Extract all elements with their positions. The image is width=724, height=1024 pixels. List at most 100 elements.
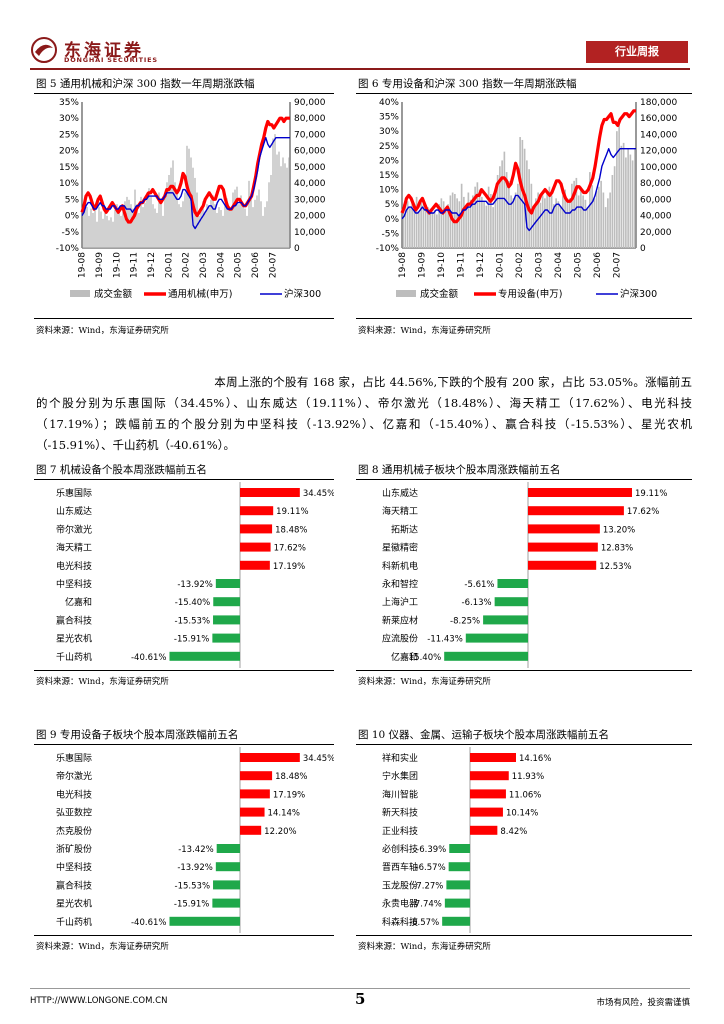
left-tick-label: -10% [56, 244, 80, 254]
volume-bar [487, 186, 490, 248]
bar-value-label: 12.53% [599, 562, 631, 572]
volume-bar [598, 186, 600, 248]
volume-bar [260, 201, 262, 248]
volume-bar [168, 175, 170, 248]
volume-bar [571, 183, 573, 248]
volume-bar [445, 208, 447, 248]
left-tick-label: 5% [65, 195, 80, 205]
left-tick-label: 10% [59, 179, 79, 189]
volume-bar [494, 189, 497, 248]
right-tick-label: 60,000 [294, 147, 326, 157]
volume-bar [510, 195, 512, 248]
volume-bar [154, 208, 156, 248]
volume-bar [519, 137, 521, 248]
figure-5-source: 资料来源：Wind，东海证券研究所 [36, 326, 169, 336]
volume-bar [266, 201, 268, 248]
volume-bar [505, 172, 508, 248]
bar-category-label: 永和智控 [382, 578, 418, 590]
volume-bar [252, 207, 254, 248]
volume-bar [174, 182, 176, 248]
bar-category-label: 电光科技 [56, 560, 92, 572]
x-tick-label: 20-03 [534, 252, 544, 278]
figure-bottom-rule [356, 670, 692, 671]
volume-bar [476, 182, 479, 248]
volume-bar [544, 198, 546, 248]
x-tick-label: 19-11 [130, 252, 140, 278]
volume-bar [604, 207, 607, 248]
volume-bar [224, 204, 226, 248]
bar-category-label: 浙矿股份 [56, 843, 92, 855]
bar-category-label: 海天精工 [382, 505, 418, 517]
right-tick-label: 10,000 [294, 228, 326, 238]
x-tick-label: 20-04 [216, 252, 226, 278]
bar-category-label: 杰克股份 [56, 825, 92, 837]
bar-category-label: 正业科技 [382, 825, 418, 837]
volume-bar [591, 185, 593, 248]
volume-bar [282, 157, 284, 248]
volume-bar [200, 207, 202, 248]
right-tick-label: 20,000 [294, 212, 326, 222]
bar-gain [240, 771, 273, 781]
bar-gain [470, 753, 516, 762]
volume-bar [104, 212, 106, 248]
volume-bar [188, 148, 190, 248]
volume-bar [530, 183, 533, 248]
bar-loss [213, 597, 240, 607]
brand-logo: 东海证券 DONGHAI SECURITIES [30, 36, 230, 68]
x-tick-label: 20-06 [251, 252, 261, 278]
bar-category-label: 必创科技 [382, 843, 418, 855]
volume-bar [122, 211, 124, 248]
volume-bar [465, 205, 467, 248]
bar-category-label: 弘亚数控 [56, 807, 92, 819]
volume-bar [146, 192, 148, 248]
footer-url[interactable]: HTTP://WWW.LONGONE.COM.CN [30, 996, 168, 1006]
bar-category-label: 海川智能 [382, 788, 418, 800]
bar-loss [494, 597, 528, 607]
volume-bar [140, 196, 142, 248]
bar-gain [470, 789, 506, 799]
volume-bar [116, 204, 118, 248]
left-tick-label: -10% [376, 244, 400, 254]
report-type-badge: 行业周报 [586, 41, 688, 63]
volume-bar [94, 204, 96, 248]
x-tick-label: 20-04 [554, 252, 564, 278]
volume-bar [532, 207, 535, 248]
bar-loss [444, 651, 528, 661]
bar-gain [240, 506, 274, 516]
bar-value-label: -15.53% [175, 881, 210, 891]
volume-bar [204, 211, 206, 248]
volume-bar [178, 204, 180, 248]
footer-divider [30, 988, 690, 989]
left-tick-label: 25% [59, 130, 79, 140]
volume-bar [467, 192, 470, 248]
volume-bar [420, 199, 422, 248]
volume-bar [226, 198, 228, 248]
bar-value-label: -40.61% [131, 653, 166, 663]
volume-bar [130, 204, 132, 248]
volume-bar [84, 205, 86, 248]
bar-value-label: 11.06% [509, 790, 541, 800]
bar-category-label: 新天科技 [382, 807, 418, 819]
bar-value-label: -7.74% [412, 900, 442, 910]
volume-bar [607, 198, 609, 248]
volume-bar [559, 207, 562, 248]
right-tick-label: 40,000 [640, 212, 672, 222]
x-tick-label: 19-12 [476, 252, 486, 278]
volume-bar [206, 204, 208, 248]
volume-bar [546, 191, 548, 248]
market-summary-text: 本周上涨的个股有 168 家，占比 44.56%,下跌的个股有 200 家，占比… [36, 375, 692, 452]
bar-category-label: 新莱应材 [382, 614, 418, 626]
bar-category-label: 宁水集团 [382, 770, 418, 782]
bar-loss [449, 844, 470, 853]
volume-bar [86, 207, 88, 248]
volume-bar [548, 186, 551, 248]
bar-value-label: -40.61% [131, 918, 166, 928]
bar-value-label: -13.92% [177, 580, 212, 590]
figure-7-chart: 乐惠国际 34.45% 山东威达 19.11% 帝尔激光 18.48% 海天精工 17.62%… [56, 482, 334, 668]
bar-loss [483, 615, 528, 625]
figure-rule [356, 479, 692, 480]
volume-bar [611, 175, 614, 248]
volume-bar [278, 151, 280, 248]
right-tick-label: 80,000 [640, 179, 672, 189]
volume-bar [424, 210, 427, 248]
